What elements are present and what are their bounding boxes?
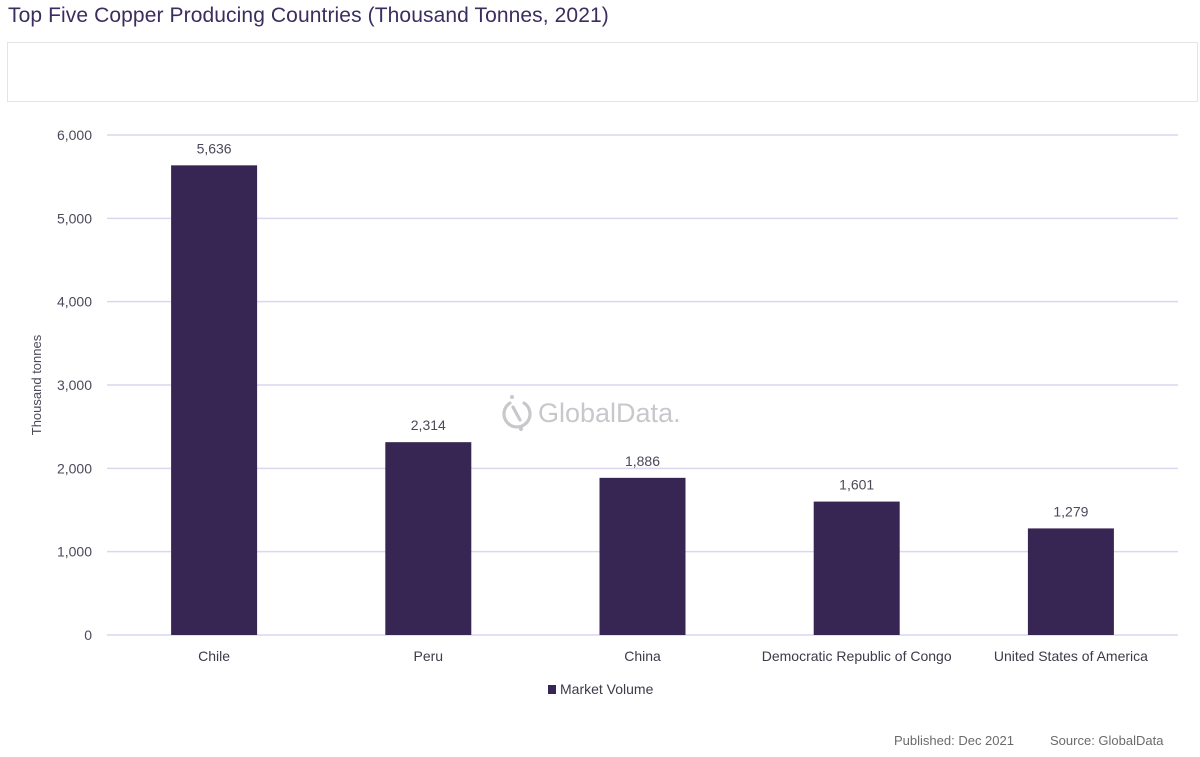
chart-title: Top Five Copper Producing Countries (Tho… [8,4,609,27]
chart-header-box [7,42,1198,102]
data-label: 5,636 [197,140,232,156]
bar-democratic-republic-of-congo [813,501,900,635]
bars [171,165,1114,636]
published-date: Published: Dec 2021 [894,733,1014,748]
legend-label: Market Volume [560,681,654,697]
x-axis-labels: Chile Peru China Democratic Republic of Con… [198,648,1148,664]
y-tick-label: 5,000 [57,210,92,226]
y-tick-label: 6,000 [57,127,92,143]
data-labels: 5,636 2,314 1,886 1,601 1,279 [197,140,1089,519]
bar-chile [171,165,258,636]
x-tick-label: Chile [198,648,230,664]
bar-united-states-of-america [1027,528,1114,635]
data-label: 2,314 [411,417,446,433]
data-label: 1,601 [839,477,874,493]
globaldata-logo-icon [502,395,532,431]
source-note: Source: GlobalData [1050,733,1164,748]
x-tick-label: Peru [414,648,444,664]
y-tick-label: 4,000 [57,294,92,310]
data-label: 1,886 [625,453,660,469]
y-tick-label: 0 [84,627,92,643]
bar-peru [385,442,472,635]
x-tick-label: Democratic Republic of Congo [762,648,952,664]
legend-swatch [548,685,556,694]
y-tick-label: 2,000 [57,460,92,476]
watermark-text: GlobalData. [538,397,681,428]
x-tick-label: China [624,648,661,664]
data-label: 1,279 [1053,503,1088,519]
bar-china [599,477,686,635]
legend: Market Volume [548,681,654,697]
y-tick-label: 3,000 [57,377,92,393]
y-tick-label: 1,000 [57,544,92,560]
watermark: GlobalData. [500,393,681,433]
y-axis-ticks: 0 1,000 2,000 3,000 4,000 5,000 6,000 [57,127,92,643]
x-tick-label: United States of America [994,648,1148,664]
y-axis-title: Thousand tonnes [29,334,44,435]
